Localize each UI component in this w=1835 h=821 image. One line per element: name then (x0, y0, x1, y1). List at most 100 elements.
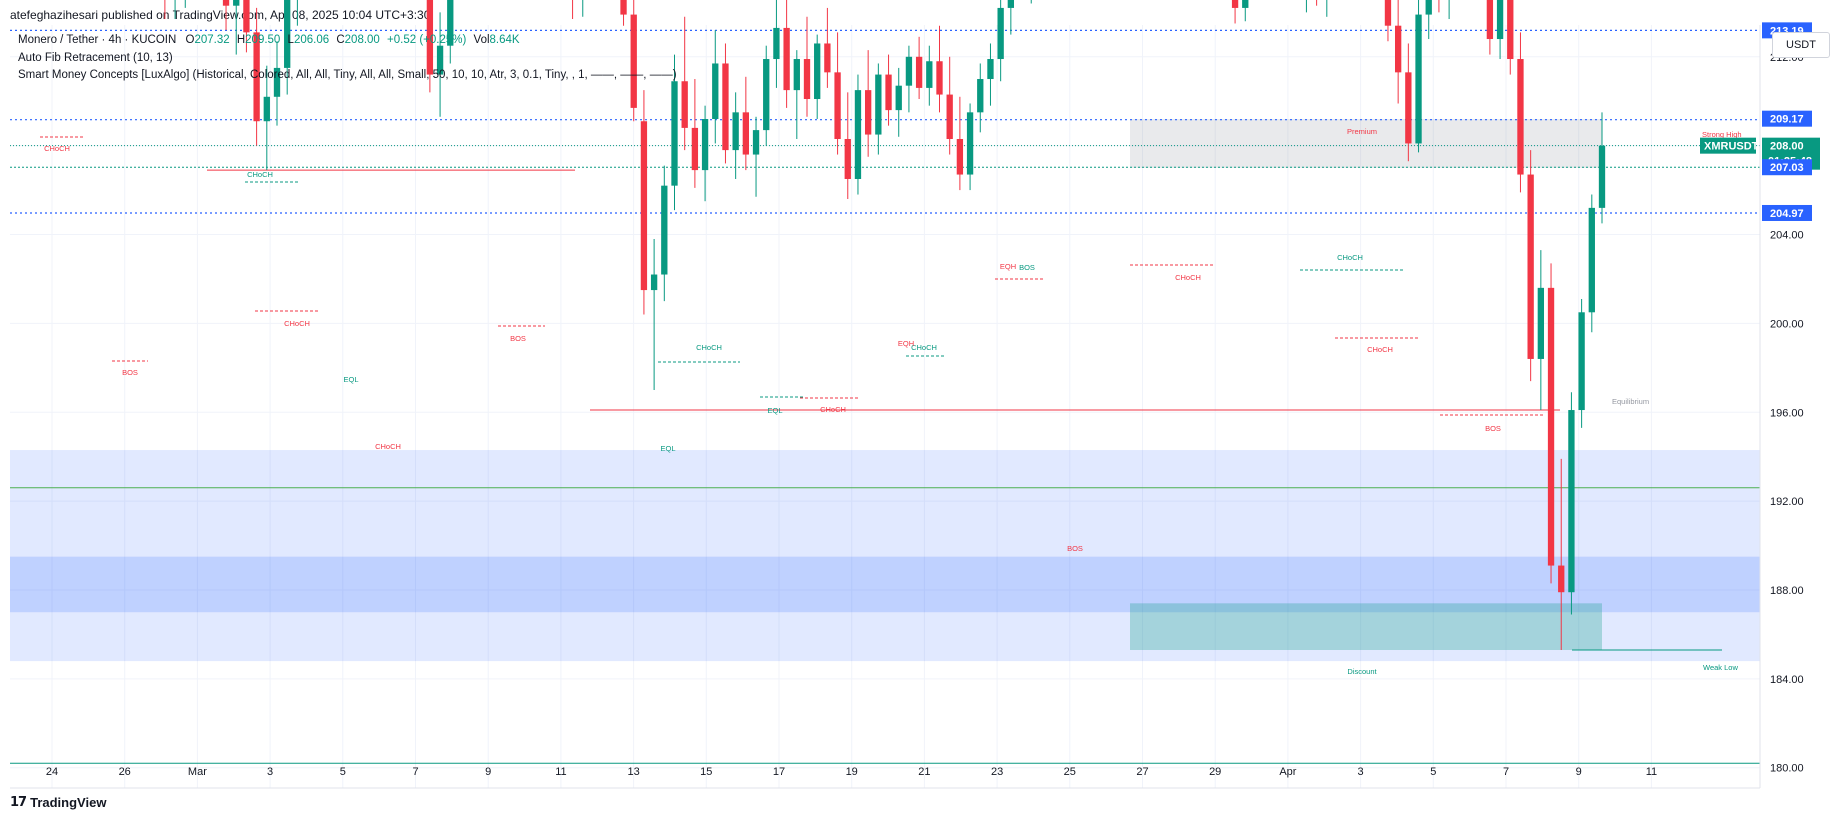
candle[interactable] (640, 121, 648, 291)
candle[interactable] (1558, 565, 1565, 593)
candle[interactable] (284, 0, 291, 68)
candle[interactable] (701, 119, 709, 171)
candle[interactable] (1537, 287, 1545, 359)
candle[interactable] (844, 139, 851, 179)
time-tick-label: 9 (1576, 766, 1582, 778)
candle[interactable] (1384, 0, 1392, 26)
candle[interactable] (273, 67, 281, 97)
eql-label: EQL (343, 375, 358, 384)
choch-label: CHoCH (1337, 253, 1363, 262)
choch-label: CHoCH (247, 170, 273, 179)
fib-price-tag-label: 209.17 (1770, 114, 1804, 126)
candle[interactable] (1405, 72, 1412, 144)
candle[interactable] (742, 112, 750, 155)
candle[interactable] (1007, 0, 1015, 8)
price-tick-label: 204.00 (1770, 230, 1804, 242)
candle[interactable] (977, 79, 984, 113)
candle[interactable] (447, 0, 454, 46)
candle[interactable] (783, 27, 790, 91)
candle[interactable] (987, 59, 994, 80)
legend-open-label: O (185, 34, 195, 46)
candle[interactable] (1425, 0, 1432, 15)
candle[interactable] (691, 127, 699, 171)
candle[interactable] (854, 90, 862, 179)
candle[interactable] (1527, 174, 1534, 359)
candle[interactable] (630, 14, 637, 108)
candle[interactable] (436, 45, 444, 75)
candle[interactable] (905, 56, 913, 86)
time-tick-label: 25 (1064, 766, 1076, 778)
candle[interactable] (834, 72, 841, 140)
candle[interactable] (1394, 25, 1402, 73)
candle[interactable] (763, 59, 770, 131)
candle[interactable] (875, 74, 882, 135)
candle[interactable] (1578, 312, 1585, 411)
candle[interactable] (1517, 59, 1524, 175)
legend-close: 208.00 (344, 34, 380, 46)
candle[interactable] (824, 43, 831, 73)
candle[interactable] (803, 59, 811, 100)
candle[interactable] (915, 56, 923, 88)
candle[interactable] (253, 32, 260, 122)
candle[interactable] (1547, 287, 1555, 566)
last-price-value: 208.00 (1770, 141, 1804, 153)
time-tick-label: 27 (1136, 766, 1148, 778)
candle[interactable] (864, 90, 872, 135)
candle[interactable] (773, 27, 780, 60)
discount-label: Discount (1347, 667, 1377, 676)
candle[interactable] (793, 59, 800, 91)
candle[interactable] (936, 61, 943, 95)
equilibrium-label: Equilibrium (1612, 397, 1649, 406)
candle[interactable] (732, 112, 739, 151)
candle[interactable] (966, 112, 974, 175)
candle[interactable] (661, 185, 668, 275)
legend-vol-label: Vol (473, 34, 490, 46)
candle[interactable] (233, 0, 240, 6)
plot-area[interactable] (10, 25, 1760, 788)
candle[interactable] (671, 81, 678, 186)
candle[interactable] (997, 7, 1004, 60)
candle[interactable] (1496, 0, 1504, 40)
candle[interactable] (1415, 14, 1422, 144)
candle[interactable] (722, 63, 729, 151)
candle[interactable] (752, 130, 760, 155)
legend-indicator-fib[interactable]: Auto Fib Retracement (10, 13) (18, 52, 173, 64)
candle[interactable] (956, 139, 964, 175)
candle[interactable] (1588, 207, 1595, 313)
candle[interactable] (681, 81, 688, 128)
time-tick-label: Mar (188, 766, 207, 778)
time-tick-label: 13 (627, 766, 639, 778)
candle[interactable] (1486, 0, 1494, 40)
fib-price-tag (1762, 110, 1812, 127)
candle[interactable] (814, 43, 821, 100)
candle[interactable] (712, 63, 719, 120)
legend-change: +0.52 (+0.25%) (387, 34, 467, 46)
candle[interactable] (926, 61, 933, 88)
candle[interactable] (222, 0, 230, 6)
candle[interactable] (1568, 410, 1575, 593)
candle[interactable] (1507, 0, 1514, 60)
time-tick-label: 15 (700, 766, 712, 778)
candle[interactable] (1242, 0, 1249, 8)
candle[interactable] (946, 94, 953, 140)
time-tick-label: 3 (267, 766, 273, 778)
candle[interactable] (426, 0, 434, 75)
price-tick-label: 200.00 (1770, 318, 1804, 330)
candle[interactable] (895, 85, 902, 111)
candle[interactable] (263, 96, 270, 122)
candle[interactable] (1598, 145, 1606, 208)
candle[interactable] (1231, 0, 1239, 8)
time-tick-label: 7 (412, 766, 418, 778)
legend-symbol-row: Monero / Tether · 4h · KUCOIN O207.32 H2… (18, 34, 520, 46)
currency-button[interactable]: USDT (1772, 32, 1830, 58)
symbol-tag[interactable] (1700, 137, 1756, 154)
candle[interactable] (650, 274, 658, 291)
legend-close-label: C (336, 34, 345, 46)
candle[interactable] (885, 74, 892, 111)
time-tick-label: 5 (1430, 766, 1436, 778)
legend-indicator-smc[interactable]: Smart Money Concepts [LuxAlgo] (Historic… (18, 69, 677, 81)
legend-symbol[interactable]: Monero / Tether · 4h · KUCOIN (18, 34, 177, 46)
candle[interactable] (620, 0, 627, 15)
candle[interactable] (243, 0, 250, 33)
